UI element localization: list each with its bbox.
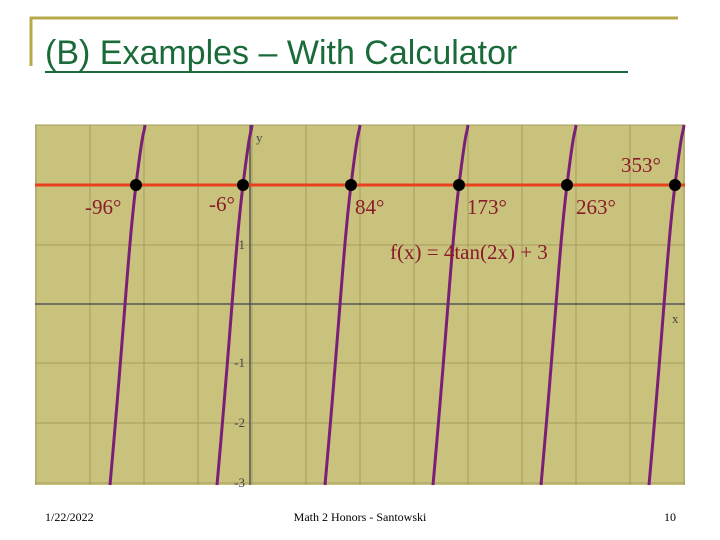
tan-branch — [539, 124, 578, 486]
intersection-point — [345, 179, 357, 191]
tan-branch — [647, 124, 686, 486]
y-tick-label: -1 — [234, 355, 245, 370]
footer-date: 1/22/2022 — [45, 510, 94, 524]
solution-label: 353° — [621, 153, 661, 177]
intersection-point — [669, 179, 681, 191]
solution-label: -6° — [209, 192, 235, 216]
y-tick-label: 1 — [239, 237, 246, 252]
intersection-point — [237, 179, 249, 191]
y-axis-label: y — [256, 130, 263, 145]
y-tick-label: -3 — [234, 475, 245, 490]
footer-page: 10 — [664, 510, 676, 524]
tan-branch — [215, 124, 254, 486]
solution-label: 263° — [576, 195, 616, 219]
graph: y x 1 -1 -2 -3 -96° -6° 84° 173° 263°353° f(x) = 4t… — [35, 124, 686, 490]
tan-branch — [108, 124, 147, 486]
function-label: f(x) = 4tan(2x) + 3 — [390, 240, 548, 264]
tan-branch — [431, 124, 470, 486]
footer-course: Math 2 Honors - Santowski — [294, 510, 427, 524]
intersection-point — [453, 179, 465, 191]
solution-label: -96° — [85, 195, 121, 219]
x-axis-label: x — [672, 311, 679, 326]
solution-label: 173° — [467, 195, 507, 219]
intersection-point — [130, 179, 142, 191]
intersection-point — [561, 179, 573, 191]
solution-label: 84° — [355, 195, 384, 219]
tan-branch — [323, 124, 362, 486]
slide-title: (B) Examples – With Calculator — [45, 34, 517, 72]
y-tick-label: -2 — [234, 415, 245, 430]
